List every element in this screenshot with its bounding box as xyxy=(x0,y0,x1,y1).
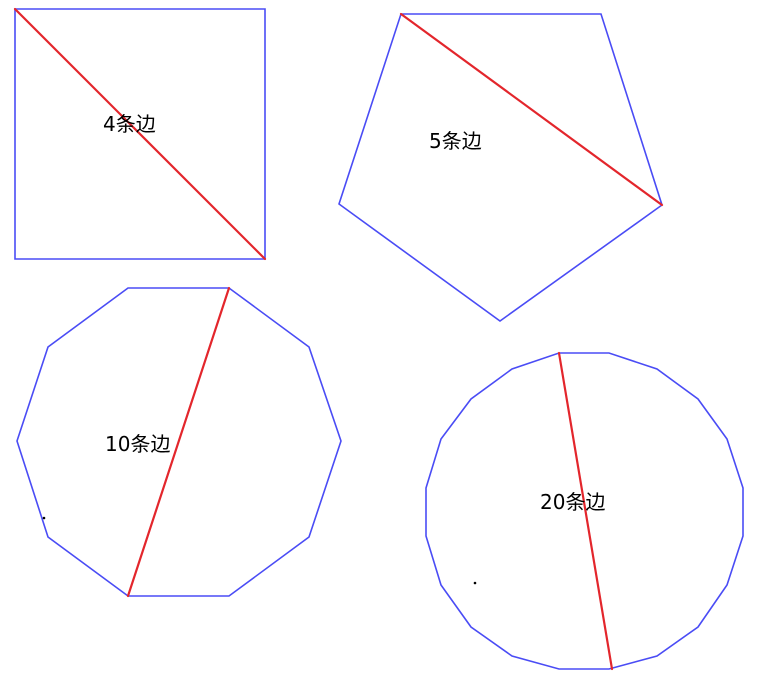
decagon-stray-dot xyxy=(42,516,46,520)
icosagon-outline xyxy=(425,352,744,670)
pentagon-label: 5条边 xyxy=(429,129,482,153)
figure-pentagon: 5条边 xyxy=(338,12,664,322)
icosagon-stray-dot xyxy=(473,581,477,585)
square-diagonal xyxy=(13,7,267,261)
decagon-label: 10条边 xyxy=(105,432,170,456)
pentagon-outline xyxy=(338,13,663,322)
decagon-diagonal xyxy=(126,286,231,598)
square-label: 4条边 xyxy=(103,112,156,136)
icosagon-label: 20条边 xyxy=(540,490,605,514)
pentagon-diagonal xyxy=(399,12,664,207)
icosagon-diagonal xyxy=(557,351,614,671)
figure-decagon: 10条边 xyxy=(16,286,342,598)
figure-icosagon: 20条边 xyxy=(425,351,744,671)
decagon-outline xyxy=(16,287,342,597)
figure-square: 4条边 xyxy=(13,7,267,261)
